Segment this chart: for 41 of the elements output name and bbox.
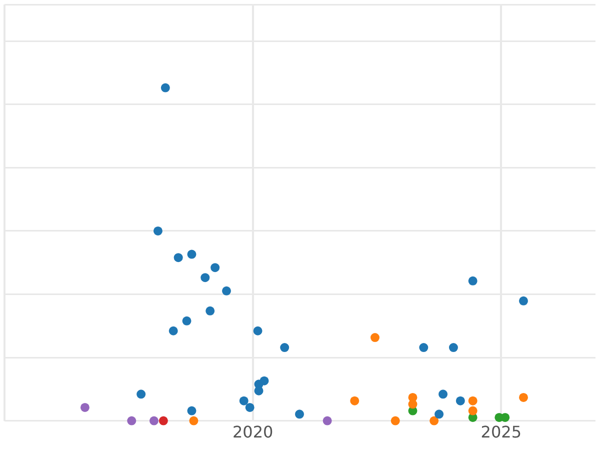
point bbox=[295, 410, 304, 419]
point bbox=[468, 276, 478, 286]
point bbox=[153, 226, 162, 236]
point bbox=[408, 400, 418, 409]
point bbox=[430, 416, 439, 426]
point bbox=[518, 296, 528, 306]
point bbox=[210, 263, 220, 272]
point bbox=[468, 396, 478, 406]
point bbox=[390, 416, 400, 426]
x-tick-label: 2020 bbox=[232, 422, 274, 442]
point bbox=[322, 416, 332, 426]
point bbox=[260, 376, 269, 386]
point bbox=[448, 343, 458, 352]
point bbox=[187, 406, 196, 416]
point bbox=[456, 396, 465, 406]
point bbox=[438, 390, 448, 399]
point bbox=[222, 286, 231, 296]
point bbox=[200, 273, 210, 282]
point bbox=[149, 416, 158, 426]
point bbox=[168, 326, 178, 336]
point bbox=[189, 416, 198, 426]
point bbox=[158, 416, 168, 426]
point bbox=[419, 343, 428, 352]
point bbox=[239, 396, 248, 406]
point bbox=[253, 326, 262, 336]
point bbox=[136, 390, 146, 399]
point bbox=[182, 316, 192, 326]
point bbox=[370, 333, 380, 342]
point bbox=[245, 402, 254, 412]
point bbox=[127, 416, 136, 426]
point bbox=[187, 250, 196, 259]
point bbox=[174, 253, 183, 262]
x-tick-label: 2025 bbox=[480, 422, 522, 442]
point bbox=[80, 402, 90, 412]
point bbox=[518, 392, 528, 402]
point bbox=[160, 83, 170, 92]
point bbox=[206, 306, 215, 316]
point bbox=[280, 343, 290, 352]
point bbox=[434, 410, 444, 419]
point bbox=[468, 406, 478, 416]
point bbox=[350, 396, 360, 406]
